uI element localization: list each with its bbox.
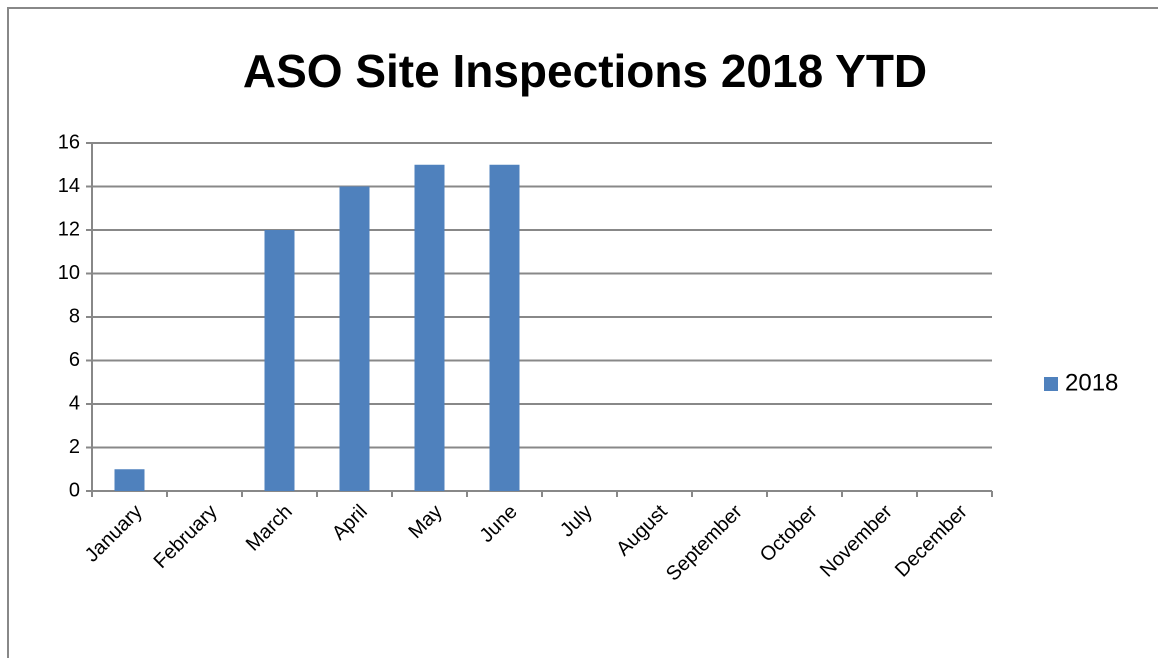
chart-title: ASO Site Inspections 2018 YTD [243, 45, 927, 97]
y-tick-label: 8 [69, 305, 80, 327]
chart-frame [7, 7, 1158, 658]
y-tick-label: 4 [69, 392, 80, 414]
bar [414, 164, 445, 491]
y-tick-label: 2 [69, 436, 80, 458]
y-tick-label: 0 [69, 479, 80, 501]
y-tick-label: 6 [69, 349, 80, 371]
legend-label: 2018 [1065, 369, 1118, 396]
y-tick-label: 12 [58, 218, 80, 240]
bar [339, 186, 370, 491]
legend-swatch [1044, 377, 1058, 391]
bar [489, 164, 520, 491]
bar [264, 230, 295, 491]
y-tick-label: 16 [58, 131, 80, 153]
y-tick-label: 10 [58, 262, 80, 284]
bar [114, 469, 145, 491]
y-tick-label: 14 [58, 175, 80, 197]
